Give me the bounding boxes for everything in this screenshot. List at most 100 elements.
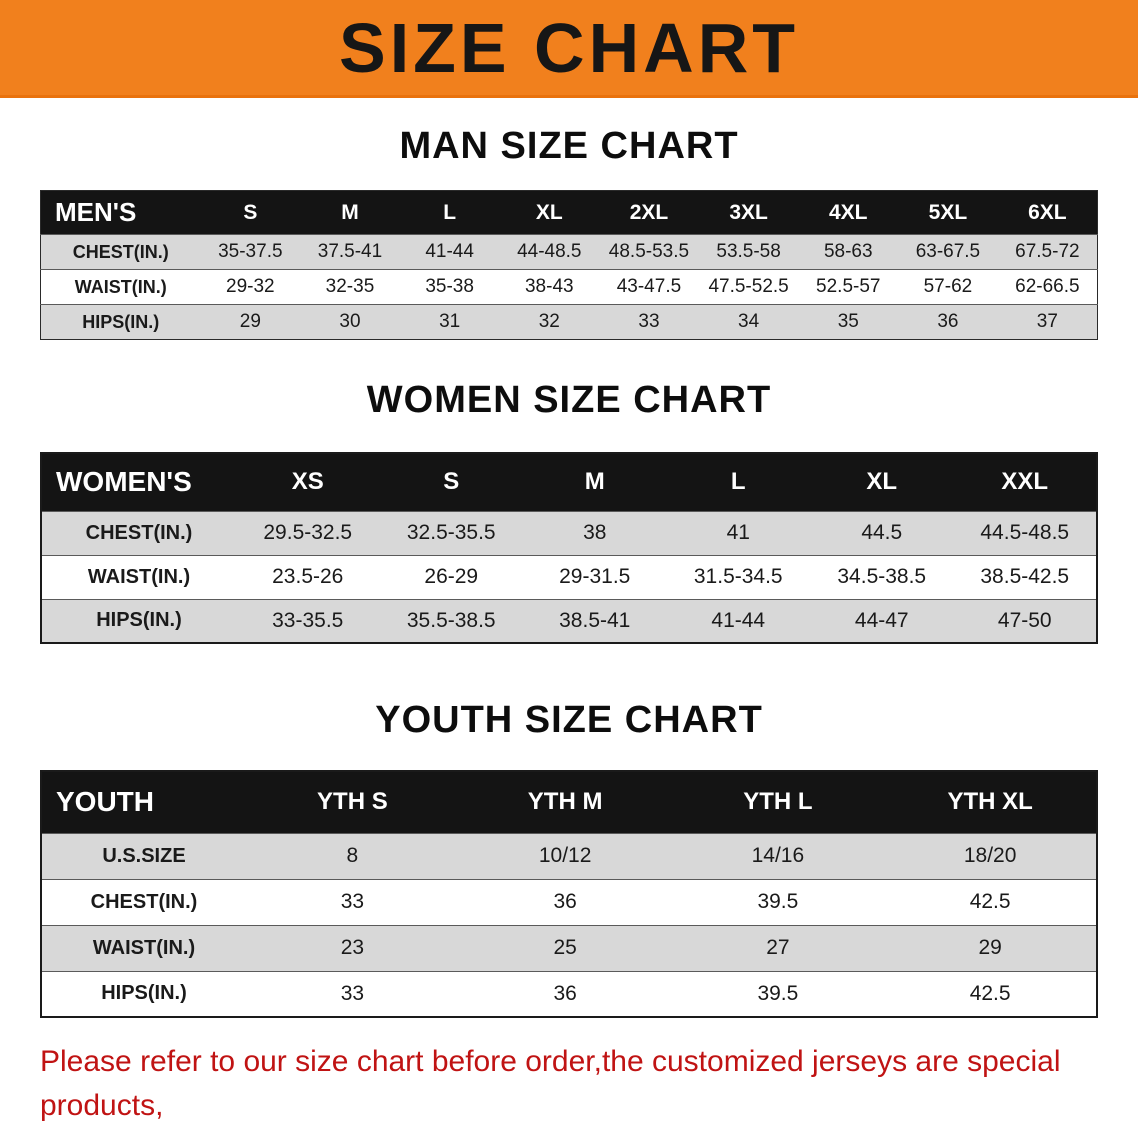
size-value-cell: 57-62 xyxy=(898,269,998,305)
table-row: CHEST(IN.) 29.5-32.5 32.5-35.5 38 41 44.5 44.5… xyxy=(41,510,1097,555)
size-value-cell: 34 xyxy=(698,304,799,340)
youth-size-section: YOUTH SIZE CHART YOUTH YTH S YTH M YTH L YTH… xyxy=(0,694,1138,1018)
women-size-table: WOMEN'S XS S M L XL XXL CHEST(IN.) 29.5-32.5 32.5… xyxy=(40,452,1098,644)
size-column-header: 5XL xyxy=(898,190,998,235)
size-value-cell: 63-67.5 xyxy=(898,234,998,270)
size-value-cell: 31 xyxy=(399,304,500,340)
table-row: CHEST(IN.) 33 36 39.5 42.5 xyxy=(41,878,1097,925)
size-column-header: 6XL xyxy=(997,190,1098,235)
order-notice: Please refer to our size chart before or… xyxy=(40,1040,1098,1132)
size-value-cell: 34.5-38.5 xyxy=(810,554,954,599)
table-row: U.S.SIZE 8 10/12 14/16 18/20 xyxy=(41,832,1097,879)
size-value-cell: 29-32 xyxy=(200,269,301,305)
table-row: WAIST(IN.) 23 25 27 29 xyxy=(41,924,1097,971)
size-value-cell: 31.5-34.5 xyxy=(666,554,810,599)
size-value-cell: 38-43 xyxy=(499,269,600,305)
size-value-cell: 48.5-53.5 xyxy=(599,234,699,270)
size-value-cell: 18/20 xyxy=(884,832,1097,879)
size-column-header: L xyxy=(399,190,500,235)
size-value-cell: 32 xyxy=(499,304,600,340)
size-column-header: XXL xyxy=(953,453,1097,511)
table-corner-label: MEN'S xyxy=(40,190,201,235)
size-value-cell: 36 xyxy=(898,304,998,340)
size-value-cell: 41 xyxy=(666,510,810,555)
size-value-cell: 38.5-41 xyxy=(523,598,667,643)
size-column-header: 2XL xyxy=(599,190,699,235)
size-value-cell: 58-63 xyxy=(798,234,899,270)
size-value-cell: 43-47.5 xyxy=(599,269,699,305)
size-value-cell: 47.5-52.5 xyxy=(698,269,799,305)
size-column-header: 3XL xyxy=(698,190,799,235)
row-label: HIPS(IN.) xyxy=(40,304,201,340)
row-label: HIPS(IN.) xyxy=(41,970,246,1017)
size-value-cell: 33 xyxy=(246,970,459,1017)
notice-line-1: Please refer to our size chart before or… xyxy=(40,1045,1061,1122)
size-value-cell: 25 xyxy=(458,924,672,971)
size-value-cell: 27 xyxy=(671,924,885,971)
size-value-cell: 39.5 xyxy=(671,878,885,925)
size-value-cell: 35 xyxy=(798,304,899,340)
table-header-row: WOMEN'S XS S M L XL XXL xyxy=(41,453,1097,511)
size-column-header: YTH M xyxy=(458,771,672,833)
table-row: WAIST(IN.) 29-32 32-35 35-38 38-43 43-47.5 47.… xyxy=(40,269,1098,305)
size-column-header: YTH XL xyxy=(884,771,1097,833)
size-column-header: YTH L xyxy=(671,771,885,833)
size-column-header: YTH S xyxy=(246,771,459,833)
size-value-cell: 35-38 xyxy=(399,269,500,305)
page-title: SIZE CHART xyxy=(339,8,799,87)
size-value-cell: 29.5-32.5 xyxy=(236,510,380,555)
notice-line-2: we don't accept cancel, change, teturn o… xyxy=(40,1128,1098,1132)
size-value-cell: 30 xyxy=(300,304,400,340)
table-header-row: YOUTH YTH S YTH M YTH L YTH XL xyxy=(41,771,1097,833)
row-label: U.S.SIZE xyxy=(41,832,246,879)
size-value-cell: 44.5 xyxy=(810,510,954,555)
size-value-cell: 39.5 xyxy=(671,970,885,1017)
table-row: HIPS(IN.) 33-35.5 35.5-38.5 38.5-41 41-44 44-… xyxy=(41,598,1097,643)
size-value-cell: 35.5-38.5 xyxy=(379,598,523,643)
table-row: WAIST(IN.) 23.5-26 26-29 29-31.5 31.5-34.5 34… xyxy=(41,554,1097,599)
size-value-cell: 14/16 xyxy=(671,832,885,879)
table-header-row: MEN'S S M L XL 2XL 3XL 4XL 5XL 6XL xyxy=(40,190,1098,235)
size-column-header: XL xyxy=(810,453,954,511)
table-row: HIPS(IN.) 29 30 31 32 33 34 35 36 37 xyxy=(40,304,1098,340)
size-value-cell: 44-47 xyxy=(810,598,954,643)
size-value-cell: 42.5 xyxy=(884,878,1097,925)
row-label: CHEST(IN.) xyxy=(41,510,236,555)
size-value-cell: 42.5 xyxy=(884,970,1097,1017)
size-value-cell: 33 xyxy=(246,878,459,925)
table-row: CHEST(IN.) 35-37.5 37.5-41 41-44 44-48.5 48.5… xyxy=(40,234,1098,270)
size-value-cell: 62-66.5 xyxy=(997,269,1098,305)
table-corner-label: YOUTH xyxy=(41,771,246,833)
table-corner-label: WOMEN'S xyxy=(41,453,236,511)
size-value-cell: 32.5-35.5 xyxy=(379,510,523,555)
size-value-cell: 29-31.5 xyxy=(523,554,667,599)
size-value-cell: 23.5-26 xyxy=(236,554,380,599)
size-value-cell: 36 xyxy=(458,970,672,1017)
size-value-cell: 44.5-48.5 xyxy=(953,510,1097,555)
men-size-section: MAN SIZE CHART MEN'S S M L XL 2XL 3XL 4XL 5XL 6XL… xyxy=(0,120,1138,340)
size-column-header: M xyxy=(523,453,667,511)
size-value-cell: 26-29 xyxy=(379,554,523,599)
size-column-header: L xyxy=(666,453,810,511)
size-value-cell: 37 xyxy=(997,304,1098,340)
size-value-cell: 29 xyxy=(884,924,1097,971)
size-value-cell: 38.5-42.5 xyxy=(953,554,1097,599)
size-value-cell: 37.5-41 xyxy=(300,234,400,270)
size-value-cell: 47-50 xyxy=(953,598,1097,643)
size-value-cell: 38 xyxy=(523,510,667,555)
size-value-cell: 33 xyxy=(599,304,699,340)
women-section-heading: WOMEN SIZE CHART xyxy=(366,379,772,421)
size-value-cell: 53.5-58 xyxy=(698,234,799,270)
row-label: WAIST(IN.) xyxy=(41,554,236,599)
size-value-cell: 29 xyxy=(200,304,301,340)
youth-size-table: YOUTH YTH S YTH M YTH L YTH XL U.S.SIZE 8 10/12… xyxy=(40,770,1098,1018)
size-column-header: S xyxy=(379,453,523,511)
size-value-cell: 35-37.5 xyxy=(200,234,301,270)
size-column-header: S xyxy=(200,190,301,235)
row-label: CHEST(IN.) xyxy=(41,878,246,925)
size-value-cell: 10/12 xyxy=(458,832,672,879)
size-value-cell: 36 xyxy=(458,878,672,925)
size-value-cell: 41-44 xyxy=(399,234,500,270)
table-row: HIPS(IN.) 33 36 39.5 42.5 xyxy=(41,970,1097,1017)
